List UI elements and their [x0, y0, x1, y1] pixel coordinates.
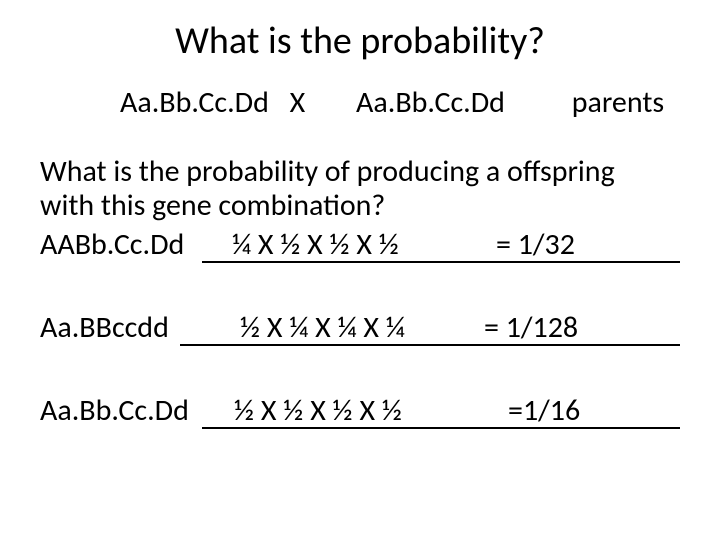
probability-row: Aa.Bb.Cc.Dd ½ X ½ X ½ X ½ =1/16	[40, 388, 680, 433]
offspring-genotype: Aa.BBccdd	[40, 309, 169, 346]
parent-genotype-1: Aa.Bb.Cc.Dd	[120, 84, 269, 121]
question-text: What is the probability of producing a o…	[40, 155, 680, 222]
slide: What is the probability? Aa.Bb.Cc.Dd X A…	[0, 0, 720, 540]
cross-symbol: X	[290, 84, 306, 121]
row-spacer	[40, 267, 680, 305]
probability-answer: = 1/32	[496, 226, 575, 263]
offspring-genotype: AABb.Cc.Dd	[40, 226, 184, 263]
parents-label: parents	[572, 84, 664, 121]
offspring-genotype: Aa.Bb.Cc.Dd	[40, 392, 189, 429]
question-line-2: with this gene combination?	[40, 189, 680, 223]
probability-row: AABb.Cc.Dd ¼ X ½ X ½ X ½ = 1/32	[40, 222, 680, 267]
probability-calculation: ½ X ¼ X ¼ X ¼	[240, 309, 405, 346]
probability-answer: = 1/128	[484, 309, 578, 346]
probability-answer: =1/16	[508, 392, 580, 429]
parents-cross-line: Aa.Bb.Cc.Dd X Aa.Bb.Cc.Dd parents	[40, 84, 680, 121]
question-line-1: What is the probability of producing a o…	[40, 155, 680, 189]
row-spacer	[40, 350, 680, 388]
probability-calculation: ¼ X ½ X ½ X ½	[232, 226, 399, 263]
probability-row: Aa.BBccdd ½ X ¼ X ¼ X ¼ = 1/128	[40, 305, 680, 350]
probability-calculation: ½ X ½ X ½ X ½	[234, 392, 402, 429]
parent-genotype-2: Aa.Bb.Cc.Dd	[356, 84, 505, 121]
slide-title: What is the probability?	[40, 18, 680, 64]
